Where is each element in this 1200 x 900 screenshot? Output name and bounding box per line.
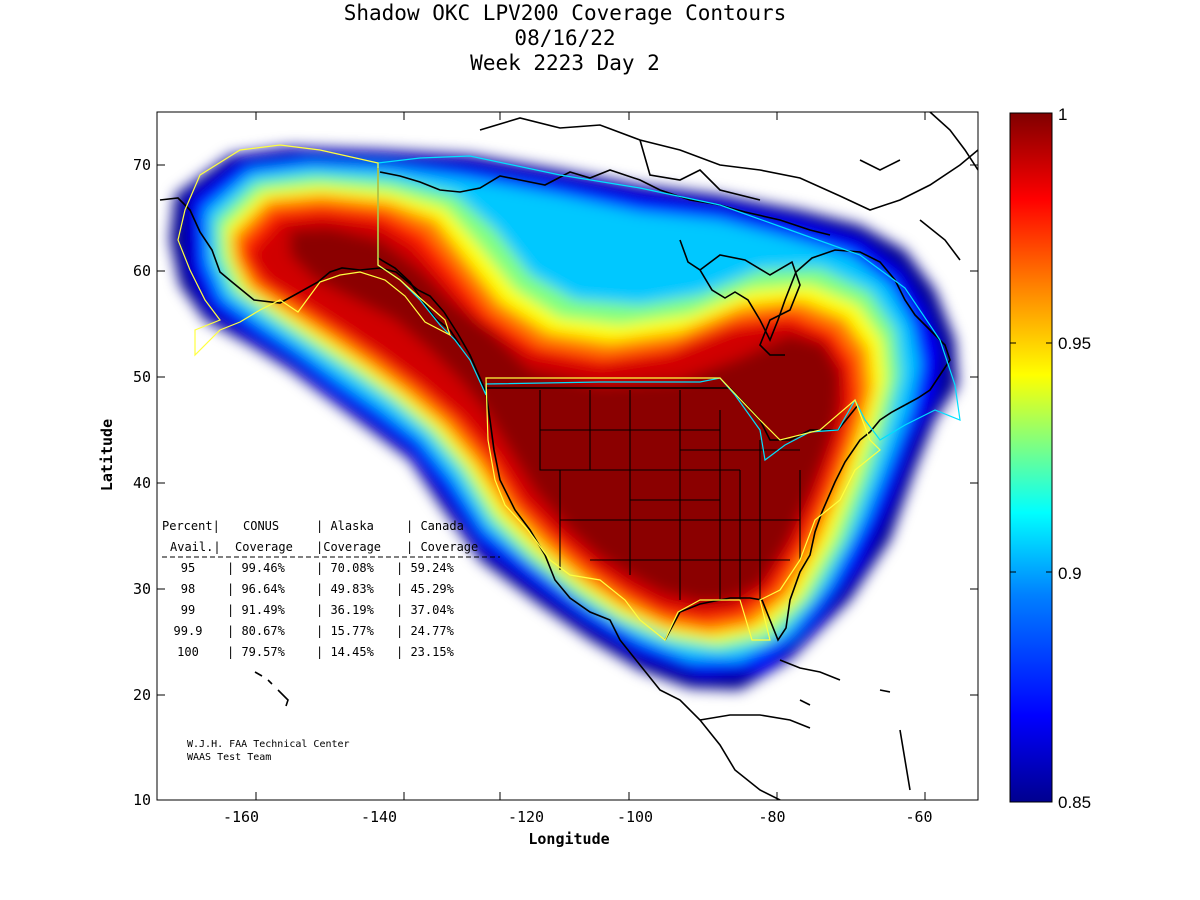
x-tick-label: -60: [905, 808, 932, 826]
greenland-coast: [929, 112, 978, 171]
x-tick-labels: -160 -140 -120 -100 -80 -60: [223, 808, 933, 826]
gulf-coast: [664, 404, 906, 642]
colorbar-tick-label: 1: [1058, 105, 1067, 124]
x-tick-label: -160: [223, 808, 259, 826]
stats-row-canada: | 24.77%: [396, 624, 455, 638]
stats-header2-conus: Coverage: [235, 540, 293, 554]
stats-row-conus: | 79.57%: [227, 645, 286, 659]
y-tick-label: 10: [133, 791, 151, 809]
y-axis-label: Latitude: [98, 419, 116, 491]
stats-header-percent: Percent|: [162, 519, 220, 533]
plot-frame: [156, 111, 979, 801]
alaska-coast: [159, 197, 445, 313]
chart-title-week: Week 2223 Day 2: [470, 51, 660, 75]
stats-row-percent: 100: [177, 645, 199, 659]
credit-team: WAAS Test Team: [187, 752, 271, 763]
stats-header2-avail: Avail.|: [170, 540, 221, 554]
stats-row-percent: 99: [181, 603, 195, 617]
x-tick-label: -80: [758, 808, 785, 826]
stats-row-conus: | 91.49%: [227, 603, 286, 617]
stats-row-percent: 95: [181, 561, 195, 575]
colorbar-tick-label: 0.9: [1058, 564, 1082, 583]
stats-header2-canada: | Coverage: [406, 540, 478, 554]
stats-row-canada: | 23.15%: [396, 645, 455, 659]
conus-region-boundary: [485, 377, 881, 641]
x-tick-label: -140: [361, 808, 397, 826]
y-tick-label: 40: [133, 474, 151, 492]
stats-row-alaska: | 70.08%: [316, 561, 375, 575]
colorbar-ticks: [1010, 112, 1052, 803]
state-lines: [539, 390, 801, 600]
x-axis-label: Longitude: [528, 830, 609, 848]
x-tick-label: -100: [617, 808, 653, 826]
stats-header-conus: CONUS: [243, 519, 279, 533]
stats-row-conus: | 96.64%: [227, 582, 286, 596]
y-tick-labels: 10 20 30 40 50 60 70: [133, 156, 151, 809]
caribbean: [779, 659, 911, 791]
stats-row-percent: 98: [181, 582, 195, 596]
axis-ticks: [157, 112, 978, 800]
chart-title-date: 08/16/22: [514, 26, 616, 50]
y-tick-label: 30: [133, 580, 151, 598]
region-boundaries: [177, 144, 961, 641]
alaska-region-boundary: [177, 144, 452, 357]
hudson-bay: [699, 254, 801, 356]
chart-title-line1: Shadow OKC LPV200 Coverage Contours: [343, 1, 787, 25]
stats-header-alaska: | Alaska: [316, 519, 374, 533]
arctic-islands: [479, 117, 978, 261]
y-tick-label: 20: [133, 686, 151, 704]
us-canada-border: [486, 387, 859, 441]
coverage-contours: [170, 147, 958, 690]
stats-row-conus: | 99.46%: [227, 561, 286, 575]
stats-row-canada: | 59.24%: [396, 561, 455, 575]
canada-region-boundary: [377, 155, 961, 462]
credit-org: W.J.H. FAA Technical Center: [187, 739, 350, 750]
atlantic-canada-coast: [679, 239, 951, 406]
stats-row-alaska: | 49.83%: [316, 582, 375, 596]
coverage-stats-table: Percent| CONUS | Alaska | Canada Avail.|…: [162, 519, 500, 659]
pacific-nw-coast: [443, 311, 781, 800]
contour-1.0: [290, 228, 840, 602]
stats-header-canada: | Canada: [406, 519, 464, 533]
stats-row-alaska: | 36.19%: [316, 603, 375, 617]
stats-row-alaska: | 15.77%: [316, 624, 375, 638]
y-tick-label: 60: [133, 262, 151, 280]
stats-row-percent: 99.9: [174, 624, 203, 638]
y-tick-label: 50: [133, 368, 151, 386]
hawaii: [254, 671, 289, 707]
colorbar-tick-label: 0.85: [1058, 793, 1091, 812]
colorbar-tick-label: 0.95: [1058, 334, 1091, 353]
y-tick-label: 70: [133, 156, 151, 174]
stats-row-canada: | 37.04%: [396, 603, 455, 617]
stats-row-alaska: | 14.45%: [316, 645, 375, 659]
stats-row-canada: | 45.29%: [396, 582, 455, 596]
arctic-coast: [379, 169, 831, 236]
central-america: [699, 714, 811, 800]
stats-header2-alaska: |Coverage: [316, 540, 381, 554]
x-tick-label: -120: [508, 808, 544, 826]
stats-row-conus: | 80.67%: [227, 624, 286, 638]
colorbar: [1009, 112, 1053, 803]
